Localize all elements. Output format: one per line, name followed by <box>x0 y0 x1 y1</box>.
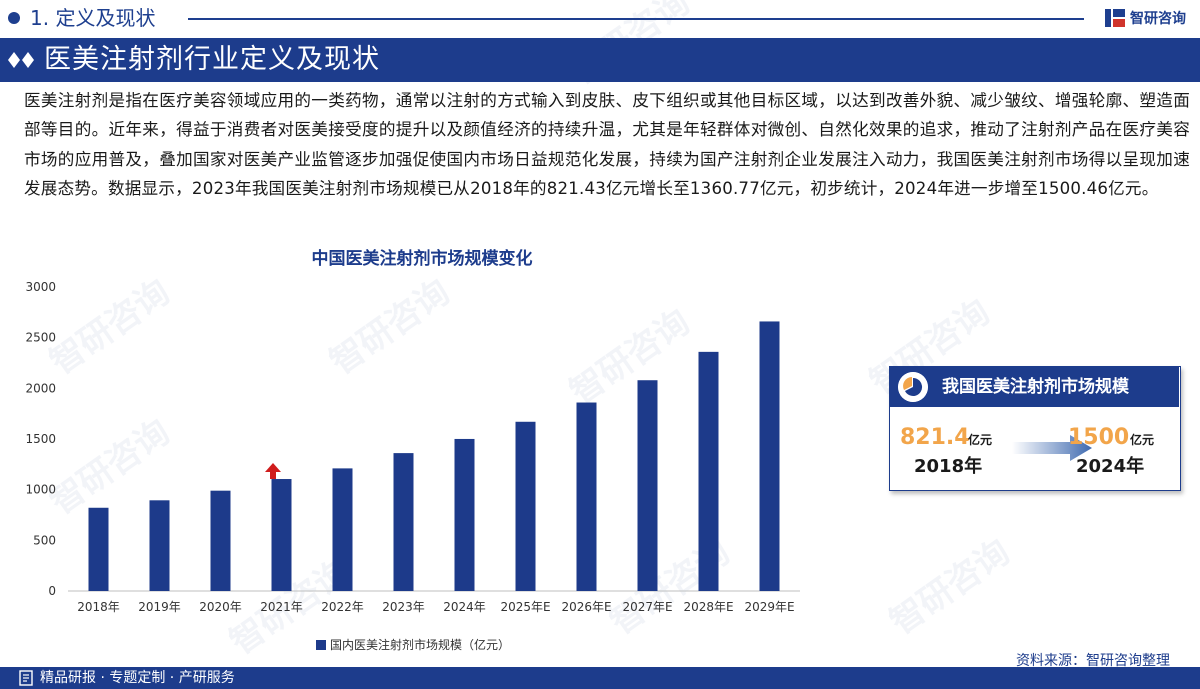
bar-chart: 0 500 1000 1500 2000 2500 3000 2018年 2019年 2020年 2… <box>25 280 800 614</box>
bar-2020年 <box>210 490 231 591</box>
bar-2019年 <box>149 500 170 591</box>
x-tick-label: 2023年 <box>382 600 425 614</box>
x-tick-label: 2025年E <box>500 600 550 614</box>
up-arrow-icon <box>265 463 281 479</box>
y-tick-label: 2500 <box>25 331 56 345</box>
watermark: 智研咨询 <box>882 531 1018 643</box>
logo-mark-icon <box>1105 9 1125 27</box>
bullet-dot-icon <box>8 12 20 24</box>
y-tick-label: 1500 <box>25 432 56 446</box>
x-tick-label: 2019年 <box>138 600 181 614</box>
bar-2026年E <box>576 402 597 591</box>
bar-2023年 <box>393 453 414 591</box>
x-tick-label: 2024年 <box>443 600 486 614</box>
y-tick-label: 2000 <box>25 381 56 395</box>
footer-slogan: 精品研报 · 专题定制 · 产研服务 <box>40 670 235 686</box>
pie-chart-icon <box>898 372 928 402</box>
bar-2024年 <box>454 438 475 591</box>
bar-2025年E <box>515 421 536 591</box>
callout-to-year: 2024年 <box>1076 456 1145 477</box>
y-tick-label: 0 <box>48 584 56 598</box>
x-tick-label: 2027年E <box>622 600 672 614</box>
callout-from-unit: 亿元 <box>968 433 993 447</box>
x-tick-label: 2018年 <box>77 600 120 614</box>
section-label: 1. 定义及现状 <box>30 6 156 30</box>
document-icon <box>19 670 33 686</box>
bar-2029年E <box>759 321 780 591</box>
y-tick-label: 1000 <box>25 483 56 497</box>
x-tick-label: 2026年E <box>561 600 611 614</box>
callout-to-value: 1500 <box>1068 425 1130 450</box>
section-divider <box>188 18 1084 20</box>
market-size-callout: 我国医美注射剂市场规模 821.4 亿元 2018年 1500 亿元 2024年 <box>889 366 1181 491</box>
chart-legend: 国内医美注射剂市场规模（亿元） <box>316 636 510 653</box>
callout-from-value: 821.4 <box>900 425 970 450</box>
bar-2028年E <box>698 351 719 591</box>
y-tick-label: 500 <box>33 533 56 547</box>
logo-text: 智研咨询 <box>1130 11 1186 27</box>
y-tick-label: 3000 <box>25 280 56 294</box>
x-tick-label: 2028年E <box>683 600 733 614</box>
bar-2018年 <box>88 507 109 591</box>
growth-arrow-icon <box>1012 435 1092 461</box>
callout-to-unit: 亿元 <box>1130 433 1155 447</box>
source-note: 资料来源：智研咨询整理 <box>1016 653 1170 669</box>
intro-paragraph: 医美注射剂是指在医疗美容领域应用的一类药物，通常以注射的方式输入到皮肤、皮下组织… <box>24 91 1190 199</box>
footer-band: 精品研报 · 专题定制 · 产研服务 <box>0 667 1200 689</box>
x-tick-label: 2022年 <box>321 600 364 614</box>
callout-header: 我国医美注射剂市场规模 <box>890 367 1179 407</box>
page-title: 医美注射剂行业定义及现状 <box>44 44 380 75</box>
legend-swatch <box>316 639 326 650</box>
x-tick-label: 2021年 <box>260 600 303 614</box>
bar-2021年 <box>271 479 292 591</box>
heading-band: 医美注射剂行业定义及现状 <box>0 38 1200 82</box>
chart-title: 中国医美注射剂市场规模变化 <box>311 249 533 269</box>
section-header: 1. 定义及现状 智研咨询 <box>0 0 1200 36</box>
x-tick-label: 2029年E <box>744 600 794 614</box>
diamond-bullets-icon <box>8 52 34 68</box>
brand-logo: 智研咨询 <box>1104 6 1186 30</box>
bar-2027年E <box>637 380 658 591</box>
legend-label: 国内医美注射剂市场规模（亿元） <box>330 638 511 652</box>
callout-title: 我国医美注射剂市场规模 <box>942 377 1129 397</box>
bar-2022年 <box>332 468 353 591</box>
callout-from-year: 2018年 <box>914 456 983 477</box>
x-tick-label: 2020年 <box>199 600 242 614</box>
